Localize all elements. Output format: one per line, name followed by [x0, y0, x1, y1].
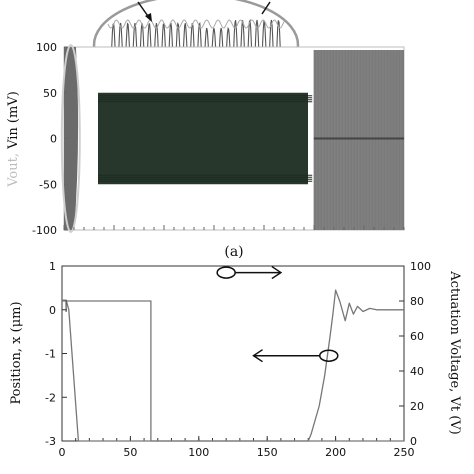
x-tick-label-b: 150: [257, 446, 278, 459]
y-tick-label-b: 1: [49, 260, 56, 273]
x-tick-label-b: 250: [394, 446, 415, 459]
x-tick-label-b: 200: [325, 446, 346, 459]
plot-frame-b: [61, 265, 405, 442]
y2-tick-label-b: 20: [410, 400, 424, 413]
inset-waveform-faint: [107, 19, 285, 29]
panel-a-content: [60, 44, 404, 233]
y-tick-label-b: -3: [45, 435, 56, 448]
series-oscillating-band: [98, 92, 308, 185]
x-tick-label-b: 50: [123, 446, 137, 459]
y2-tick-label-b: 60: [410, 330, 424, 343]
y-axis-title-a: Vout, Vin (mV): [6, 91, 21, 188]
y2-tick-label-b: 0: [410, 435, 417, 448]
y-tick-label-b: -2: [45, 391, 56, 404]
annotations-b: [216, 265, 339, 363]
inset-arrow-1: [137, 1, 152, 22]
y-tick-label-a: -100: [32, 224, 57, 237]
inset-arrow-2: [261, 1, 271, 15]
y-tick-label-b: -1: [45, 348, 56, 361]
y-axis-a: -100 -50 0 50 100: [32, 41, 405, 237]
x-tick-label-b: 0: [59, 446, 66, 459]
y2-tick-label-b: 40: [410, 365, 424, 378]
zoom-region-outline: [60, 44, 81, 233]
y-axis-title-a-part-2: Vin (mV): [6, 91, 21, 153]
y-tick-label-a: 100: [36, 41, 57, 54]
y-tick-label-b: 0: [49, 304, 56, 317]
annotation-arrow-head: [271, 265, 283, 280]
y-tick-label-a: 50: [43, 87, 57, 100]
annotation-arrow-head: [252, 349, 263, 363]
y-axis-title-b: Position, x (μm): [9, 301, 24, 404]
y2-tick-label-b: 80: [410, 295, 424, 308]
panel-a: -100 -50 0 50 100 Vout, Vin (mV) (a): [6, 0, 405, 260]
panel-label-a: (a): [224, 244, 243, 260]
x-tick-label-b: 100: [188, 446, 209, 459]
y-tick-label-a: 0: [50, 133, 57, 146]
y-tick-label-a: -50: [39, 178, 57, 191]
y2-tick-label-b: 100: [410, 260, 431, 273]
y-axis-title-a-part-1: Vout,: [6, 153, 21, 188]
y2-axis-title-b: Actuation Voltage, Vt (V): [447, 270, 462, 434]
series-position: [62, 289, 404, 442]
series-b: [62, 289, 404, 442]
